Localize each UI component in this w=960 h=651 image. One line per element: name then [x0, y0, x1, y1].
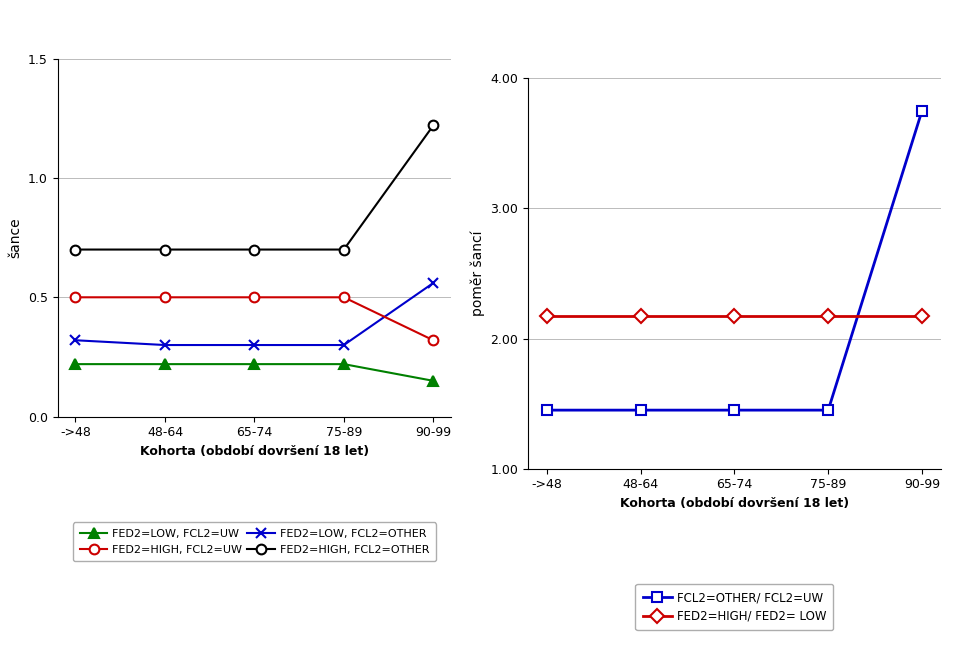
FED2=HIGH, FCL2=UW — [159, 294, 171, 301]
FED2=LOW, FCL2=OTHER — [159, 341, 171, 349]
FED2=HIGH, FCL2=OTHER — [338, 245, 349, 253]
Line: FCL2=OTHER/ FCL2=UW: FCL2=OTHER/ FCL2=UW — [541, 106, 927, 415]
FED2=HIGH, FCL2=UW — [427, 337, 439, 344]
FED2=HIGH/ FED2= LOW — [729, 312, 740, 320]
FED2=LOW, FCL2=OTHER — [70, 337, 82, 344]
FED2=LOW, FCL2=OTHER — [427, 279, 439, 287]
FED2=LOW, FCL2=UW — [249, 360, 260, 368]
FED2=LOW, FCL2=UW — [338, 360, 349, 368]
FED2=LOW, FCL2=UW — [159, 360, 171, 368]
Line: FED2=HIGH, FCL2=UW: FED2=HIGH, FCL2=UW — [71, 292, 438, 345]
FED2=HIGH, FCL2=OTHER — [159, 245, 171, 253]
Line: FED2=LOW, FCL2=UW: FED2=LOW, FCL2=UW — [71, 359, 438, 385]
X-axis label: Kohorta (období dovršení 18 let): Kohorta (období dovršení 18 let) — [620, 497, 849, 510]
Y-axis label: šance: šance — [9, 217, 22, 258]
Legend: FED2=LOW, FCL2=UW, FED2=HIGH, FCL2=UW, FED2=LOW, FCL2=OTHER, FED2=HIGH, FCL2=OTH: FED2=LOW, FCL2=UW, FED2=HIGH, FCL2=UW, F… — [73, 523, 436, 561]
FED2=HIGH/ FED2= LOW — [916, 312, 927, 320]
FCL2=OTHER/ FCL2=UW — [823, 406, 834, 414]
FCL2=OTHER/ FCL2=UW — [635, 406, 646, 414]
FED2=HIGH/ FED2= LOW — [635, 312, 646, 320]
X-axis label: Kohorta (období dovršení 18 let): Kohorta (období dovršení 18 let) — [140, 445, 369, 458]
FED2=HIGH, FCL2=UW — [70, 294, 82, 301]
FCL2=OTHER/ FCL2=UW — [916, 107, 927, 115]
FCL2=OTHER/ FCL2=UW — [729, 406, 740, 414]
Line: FED2=LOW, FCL2=OTHER: FED2=LOW, FCL2=OTHER — [71, 278, 438, 350]
FED2=HIGH, FCL2=OTHER — [70, 245, 82, 253]
Line: FED2=HIGH/ FED2= LOW: FED2=HIGH/ FED2= LOW — [541, 312, 927, 321]
FCL2=OTHER/ FCL2=UW — [541, 406, 553, 414]
FED2=HIGH, FCL2=OTHER — [249, 245, 260, 253]
FED2=LOW, FCL2=OTHER — [338, 341, 349, 349]
FED2=HIGH/ FED2= LOW — [823, 312, 834, 320]
Line: FED2=HIGH, FCL2=OTHER: FED2=HIGH, FCL2=OTHER — [71, 120, 438, 255]
FED2=LOW, FCL2=UW — [427, 377, 439, 385]
FED2=LOW, FCL2=UW — [70, 360, 82, 368]
FED2=LOW, FCL2=OTHER — [249, 341, 260, 349]
FED2=HIGH, FCL2=OTHER — [427, 122, 439, 130]
FED2=HIGH/ FED2= LOW — [541, 312, 553, 320]
Legend: FCL2=OTHER/ FCL2=UW, FED2=HIGH/ FED2= LOW: FCL2=OTHER/ FCL2=UW, FED2=HIGH/ FED2= LO… — [636, 584, 833, 630]
Y-axis label: poměr šancí: poměr šancí — [470, 230, 485, 316]
FED2=HIGH, FCL2=UW — [338, 294, 349, 301]
FED2=HIGH, FCL2=UW — [249, 294, 260, 301]
